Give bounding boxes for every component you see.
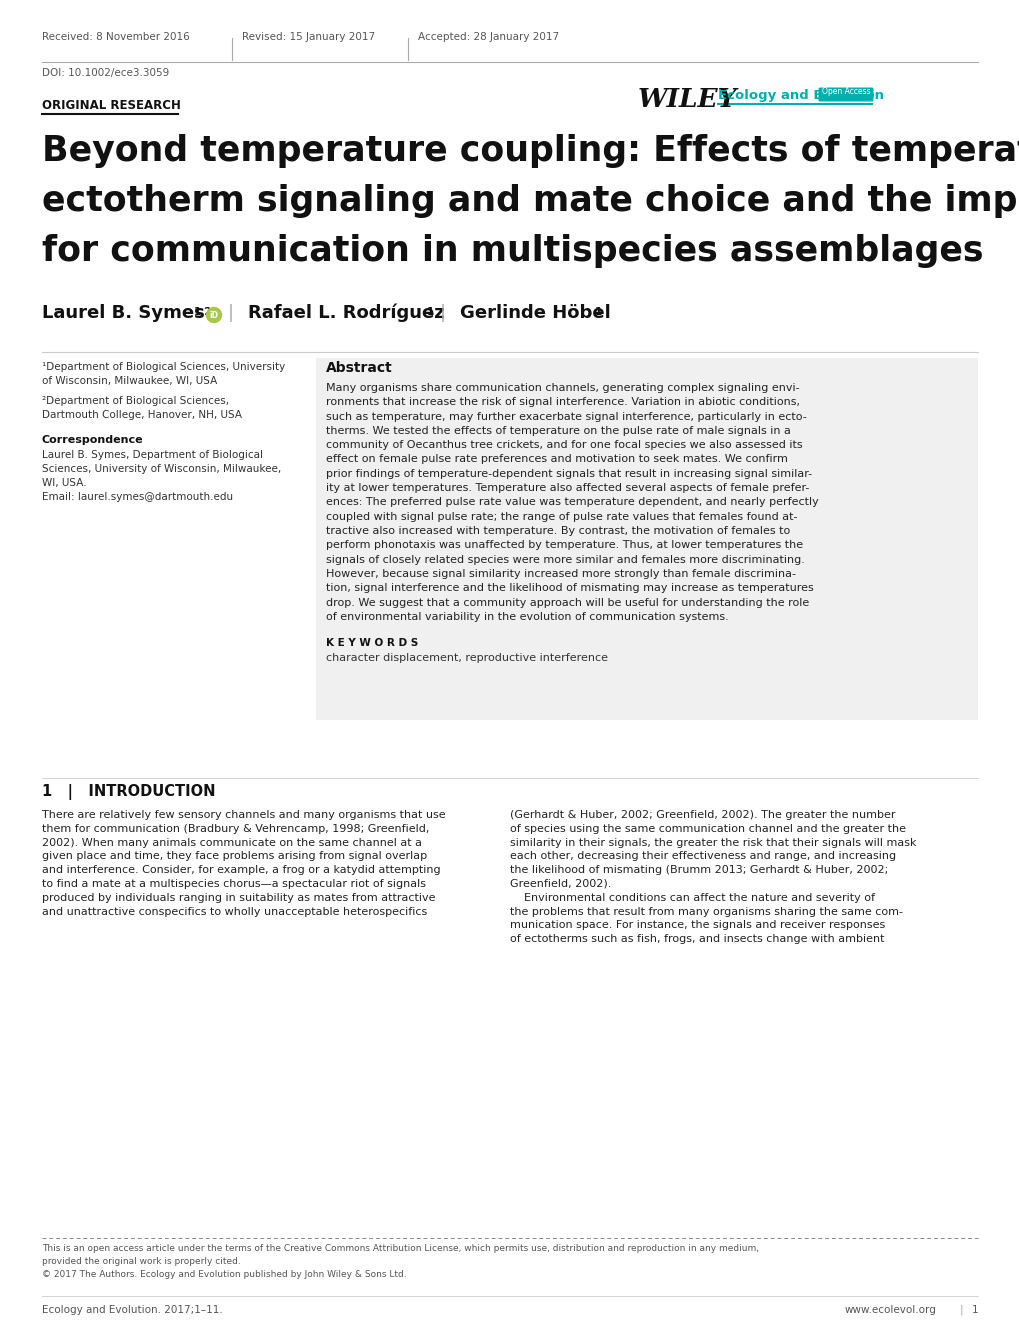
Text: Environmental conditions can affect the nature and severity of: Environmental conditions can affect the … [510,892,874,903]
Text: similarity in their signals, the greater the risk that their signals will mask: similarity in their signals, the greater… [510,838,916,848]
Text: prior findings of temperature-dependent signals that result in increasing signal: prior findings of temperature-dependent … [326,469,811,478]
Text: munication space. For instance, the signals and receiver responses: munication space. For instance, the sign… [510,921,884,930]
Text: of species using the same communication channel and the greater the: of species using the same communication … [510,824,905,833]
Text: Received: 8 November 2016: Received: 8 November 2016 [42,32,190,42]
Text: and interference. Consider, for example, a frog or a katydid attempting: and interference. Consider, for example,… [42,866,440,875]
Text: them for communication (Bradbury & Vehrencamp, 1998; Greenfield,: them for communication (Bradbury & Vehre… [42,824,429,833]
Text: ences: The preferred pulse rate value was temperature dependent, and nearly perf: ences: The preferred pulse rate value wa… [326,497,818,508]
Text: DOI: 10.1002/ece3.3059: DOI: 10.1002/ece3.3059 [42,68,169,78]
Text: given place and time, they face problems arising from signal overlap: given place and time, they face problems… [42,851,427,862]
Text: ²Department of Biological Sciences,: ²Department of Biological Sciences, [42,397,229,406]
Text: provided the original work is properly cited.: provided the original work is properly c… [42,1257,240,1266]
Text: Revised: 15 January 2017: Revised: 15 January 2017 [242,32,375,42]
Text: www.ecolevol.org: www.ecolevol.org [844,1305,936,1315]
Text: Gerlinde Höbel: Gerlinde Höbel [460,304,610,322]
Text: ORIGINAL RESEARCH: ORIGINAL RESEARCH [42,99,180,113]
Text: Ecology and Evolution. 2017;1–11.: Ecology and Evolution. 2017;1–11. [42,1305,222,1315]
Text: 1: 1 [971,1305,977,1315]
Text: Dartmouth College, Hanover, NH, USA: Dartmouth College, Hanover, NH, USA [42,410,242,419]
Text: Rafael L. Rodríguez: Rafael L. Rodríguez [248,303,444,322]
Text: character displacement, reproductive interference: character displacement, reproductive int… [326,653,607,663]
Text: the problems that result from many organisms sharing the same com-: the problems that result from many organ… [510,907,902,917]
Text: There are relatively few sensory channels and many organisms that use: There are relatively few sensory channel… [42,809,445,820]
Text: |: | [959,1305,963,1315]
Text: Email: laurel.symes@dartmouth.edu: Email: laurel.symes@dartmouth.edu [42,492,233,502]
Text: Accepted: 28 January 2017: Accepted: 28 January 2017 [418,32,558,42]
Text: therms. We tested the effects of temperature on the pulse rate of male signals i: therms. We tested the effects of tempera… [326,426,790,436]
Text: This is an open access article under the terms of the Creative Commons Attributi: This is an open access article under the… [42,1244,758,1253]
Text: (Gerhardt & Huber, 2002; Greenfield, 2002). The greater the number: (Gerhardt & Huber, 2002; Greenfield, 200… [510,809,895,820]
Text: ¹Department of Biological Sciences, University: ¹Department of Biological Sciences, Univ… [42,362,285,373]
Text: Open Access: Open Access [821,87,869,96]
Text: ity at lower temperatures. Temperature also affected several aspects of female p: ity at lower temperatures. Temperature a… [326,484,809,493]
Text: |: | [228,304,233,322]
Text: However, because signal similarity increased more strongly than female discrimin: However, because signal similarity incre… [326,570,795,579]
Text: community of Oecanthus tree crickets, and for one focal species we also assessed: community of Oecanthus tree crickets, an… [326,441,802,450]
Text: to find a mate at a multispecies chorus—a spectacular riot of signals: to find a mate at a multispecies chorus—… [42,879,426,888]
Text: Laurel B. Symes, Department of Biological: Laurel B. Symes, Department of Biologica… [42,450,263,460]
Text: of ectotherms such as fish, frogs, and insects change with ambient: of ectotherms such as fish, frogs, and i… [510,934,883,945]
Text: Sciences, University of Wisconsin, Milwaukee,: Sciences, University of Wisconsin, Milwa… [42,464,281,474]
Text: 2002). When many animals communicate on the same channel at a: 2002). When many animals communicate on … [42,838,422,848]
Text: Greenfield, 2002).: Greenfield, 2002). [510,879,610,888]
Text: effect on female pulse rate preferences and motivation to seek mates. We confirm: effect on female pulse rate preferences … [326,454,787,465]
Text: Abstract: Abstract [326,360,392,375]
Text: drop. We suggest that a community approach will be useful for understanding the : drop. We suggest that a community approa… [326,598,808,607]
FancyBboxPatch shape [817,87,872,102]
Text: of environmental variability in the evolution of communication systems.: of environmental variability in the evol… [326,612,728,622]
Text: each other, decreasing their effectiveness and range, and increasing: each other, decreasing their effectivene… [510,851,896,862]
Text: 1: 1 [427,307,434,318]
Text: tion, signal interference and the likelihood of mismating may increase as temper: tion, signal interference and the likeli… [326,583,813,594]
Text: Correspondence: Correspondence [42,436,144,445]
Text: Many organisms share communication channels, generating complex signaling envi-: Many organisms share communication chann… [326,383,799,393]
Text: the likelihood of mismating (Brumm 2013; Gerhardt & Huber, 2002;: the likelihood of mismating (Brumm 2013;… [510,866,888,875]
Text: WI, USA.: WI, USA. [42,478,87,488]
Text: tractive also increased with temperature. By contrast, the motivation of females: tractive also increased with temperature… [326,527,790,536]
Text: 1: 1 [594,307,601,318]
Text: iD: iD [209,311,218,319]
Bar [316,358,977,720]
Text: © 2017 The Authors. Ecology and Evolution published by John Wiley & Sons Ltd.: © 2017 The Authors. Ecology and Evolutio… [42,1270,407,1278]
Text: for communication in multispecies assemblages: for communication in multispecies assemb… [42,234,982,268]
Text: Laurel B. Symes: Laurel B. Symes [42,304,205,322]
Text: ectotherm signaling and mate choice and the implications: ectotherm signaling and mate choice and … [42,184,1019,218]
Text: of Wisconsin, Milwaukee, WI, USA: of Wisconsin, Milwaukee, WI, USA [42,377,217,386]
Text: |: | [439,304,445,322]
Text: WILEY: WILEY [637,87,737,113]
Text: 1   |   INTRODUCTION: 1 | INTRODUCTION [42,784,215,800]
Text: Beyond temperature coupling: Effects of temperature on: Beyond temperature coupling: Effects of … [42,134,1019,168]
Text: signals of closely related species were more similar and females more discrimina: signals of closely related species were … [326,555,804,564]
Text: and unattractive conspecifics to wholly unacceptable heterospecifics: and unattractive conspecifics to wholly … [42,907,427,917]
Text: produced by individuals ranging in suitability as mates from attractive: produced by individuals ranging in suita… [42,892,435,903]
Text: coupled with signal pulse rate; the range of pulse rate values that females foun: coupled with signal pulse rate; the rang… [326,512,797,521]
Text: 1,2: 1,2 [194,307,212,318]
Text: K E Y W O R D S: K E Y W O R D S [326,638,418,649]
Text: perform phonotaxis was unaffected by temperature. Thus, at lower temperatures th: perform phonotaxis was unaffected by tem… [326,540,802,551]
Text: such as temperature, may further exacerbate signal interference, particularly in: such as temperature, may further exacerb… [326,411,806,422]
Circle shape [206,307,221,323]
Text: ronments that increase the risk of signal interference. Variation in abiotic con: ronments that increase the risk of signa… [326,397,799,407]
Text: Ecology and Evolution: Ecology and Evolution [717,88,883,102]
